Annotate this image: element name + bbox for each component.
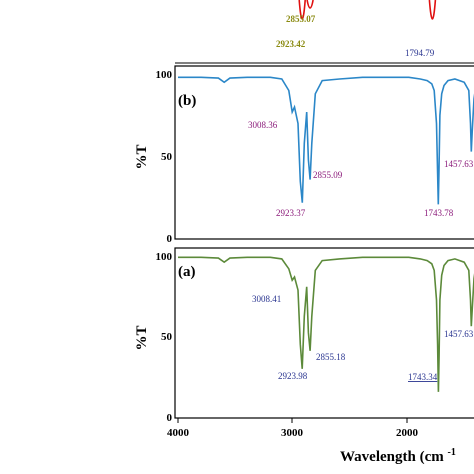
panel-a-frame — [174, 247, 474, 419]
panel-b-spectrum-line — [178, 76, 474, 205]
panel-a-y-tick-50: 50 — [161, 331, 173, 343]
panel-b-peak-label-1743: 1743.78 — [424, 208, 454, 218]
x-tick-label-4000: 4000 — [167, 427, 190, 439]
panel-a-peak-label-2855: 2855.18 — [316, 352, 346, 362]
panel-a-y-axis-label: %T — [134, 325, 150, 350]
panel-b-label: (b) — [178, 93, 196, 109]
panel-b: (b) 100 50 0 %T 3008.36 2855.09 2923.37 … — [134, 65, 474, 245]
panel-c: 2855.07 2923.42 1794.79 — [175, 0, 474, 64]
panel-b-peak-label-3008: 3008.36 — [248, 120, 278, 130]
panel-a: (a) 100 50 0 %T 3008.41 2855.18 2923.98 … — [134, 247, 474, 465]
panel-c-peak-label-1794: 1794.79 — [405, 48, 435, 58]
x-axis-label-main: Wavelength (cm — [340, 449, 444, 465]
x-axis-label: Wavelength (cm -1 — [340, 447, 456, 465]
panel-a-y-tick-0: 0 — [167, 412, 173, 424]
x-tick-label-3000: 3000 — [281, 427, 304, 439]
panel-c-spectrum-line — [298, 0, 437, 20]
panel-a-y-tick-100: 100 — [156, 251, 173, 263]
panel-b-y-tick-0: 0 — [167, 233, 173, 245]
panel-b-y-axis-label: %T — [134, 144, 150, 169]
panel-b-y-tick-100: 100 — [156, 69, 173, 81]
panel-a-spectrum-line — [178, 256, 474, 392]
panel-b-peak-label-2923: 2923.37 — [276, 208, 306, 218]
panel-b-y-tick-50: 50 — [161, 151, 173, 163]
panel-b-frame — [174, 65, 474, 240]
panel-a-peak-label-1457: 1457.63 — [444, 329, 474, 339]
panel-b-peak-label-2855: 2855.09 — [313, 170, 343, 180]
panel-a-label: (a) — [178, 264, 196, 280]
x-axis-label-sup: -1 — [447, 447, 455, 458]
panel-a-peak-label-2923: 2923.98 — [278, 371, 308, 381]
panel-b-peak-label-1457: 1457.63 — [444, 159, 474, 169]
x-tick-label-2000: 2000 — [396, 427, 419, 439]
panel-a-peak-label-3008: 3008.41 — [252, 294, 281, 304]
panel-a-peak-label-1743: 1743.34 — [408, 372, 438, 382]
panel-c-peak-label-2923: 2923.42 — [276, 39, 306, 49]
panel-c-peak-label-2855: 2855.07 — [286, 14, 316, 24]
